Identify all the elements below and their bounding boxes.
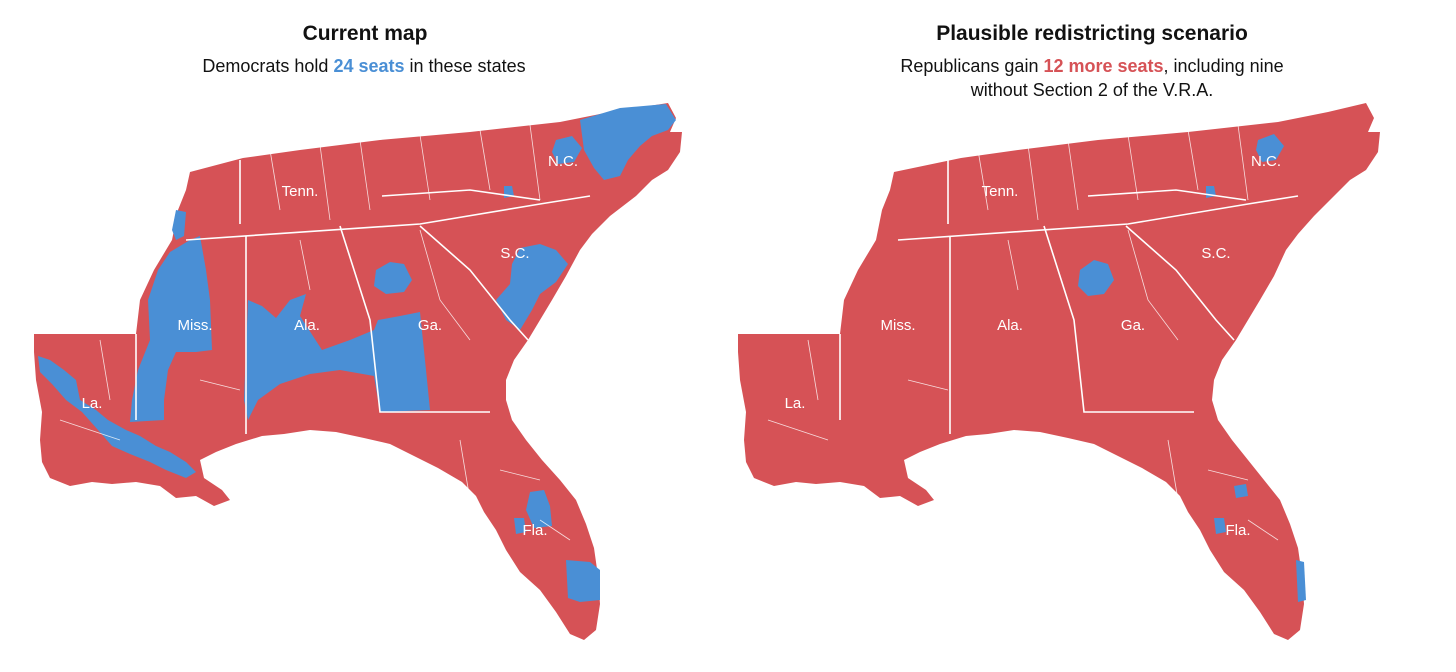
label-la: La. [82,395,103,412]
democrat-district-fla-south [1296,560,1306,602]
label-fla: Fla. [1225,522,1250,539]
label-sc: S.C. [1201,245,1230,262]
ala-ga-border [339,225,490,413]
label-fla: Fla. [522,522,547,539]
current-map-panel: Current map Democrats hold 24 seats in t… [0,22,728,640]
southeast-region-base [738,103,1380,640]
label-nc: N.C. [1251,153,1281,170]
label-miss: Miss. [178,317,213,334]
current-district-map: Tenn. N.C. S.C. Miss. Ala. Ga. La. Fla. [34,103,682,640]
democrat-district-tenn [172,210,186,240]
democrat-district-fla-orlando [526,490,552,528]
scenario-map-title: Plausible redistricting scenario [936,22,1248,45]
label-nc: N.C. [548,153,578,170]
democrat-district-atlanta [1078,260,1114,296]
democrat-district-miss [130,236,212,422]
current-map-subtitle: Democrats hold 24 seats in these states [0,54,728,78]
label-la: La. [785,395,806,412]
label-ala: Ala. [294,317,320,334]
subtitle-text-post: , including nine [1163,56,1284,76]
scenario-subtitle-line1: Republicans gain 12 more seats, includin… [728,54,1456,78]
label-miss: Miss. [881,317,916,334]
democrat-districts [1078,134,1306,602]
state-borders [135,160,591,434]
republican-gain-highlight: 12 more seats [1043,56,1164,76]
nc-border [1087,189,1247,201]
democrat-district-fla-tampa [514,518,526,534]
state-labels: Tenn. N.C. S.C. Miss. Ala. Ga. La. Fla. [82,153,578,539]
state-labels: Tenn. N.C. S.C. Miss. Ala. Ga. La. Fla. [785,153,1281,539]
label-tenn: Tenn. [982,183,1019,200]
subtitle-text-pre: Republicans gain [900,56,1044,76]
democrat-district-nc-raleigh [1256,134,1284,162]
ala-ga-border [1043,225,1194,413]
label-ala: Ala. [997,317,1023,334]
republican-territory [738,103,1380,640]
state-borders [839,160,1299,434]
democrat-district-atlanta [374,262,412,294]
scenario-district-map: Tenn. N.C. S.C. Miss. Ala. Ga. La. Fla. [738,103,1380,640]
label-sc: S.C. [500,245,529,262]
tenn-south-border [897,195,1299,241]
district-lines [767,124,1279,541]
current-map-title: Current map [302,22,428,45]
tenn-south-border [185,195,591,241]
democrat-districts [38,104,676,602]
democrat-district-nc-east [580,104,676,180]
democrat-seats-highlight: 24 seats [333,56,405,76]
ga-sc-border [1125,225,1235,341]
subtitle-text-pre: Democrats hold [202,56,334,76]
label-ga: Ga. [1121,317,1145,334]
scenario-map-panel: Plausible redistricting scenario Republi… [728,0,1456,672]
democrat-district-fla-orlando [1234,484,1248,498]
ga-sc-border [419,225,529,341]
democrat-district-la [38,356,196,478]
scenario-map-subtitle: Republicans gain 12 more seats, includin… [728,54,1456,102]
democrat-district-fla-south [566,560,600,602]
label-tenn: Tenn. [282,183,319,200]
subtitle-text-post: in these states [404,56,526,76]
nc-border [381,189,541,201]
label-ga: Ga. [418,317,442,334]
democrat-district-fla-tampa [1214,518,1226,534]
democrat-district-ala-ga [244,294,430,420]
democrat-district-nc-raleigh [552,136,582,164]
district-lines [59,124,571,541]
scenario-subtitle-line2: without Section 2 of the V.R.A. [970,80,1214,100]
democrat-district-sc [496,244,568,330]
